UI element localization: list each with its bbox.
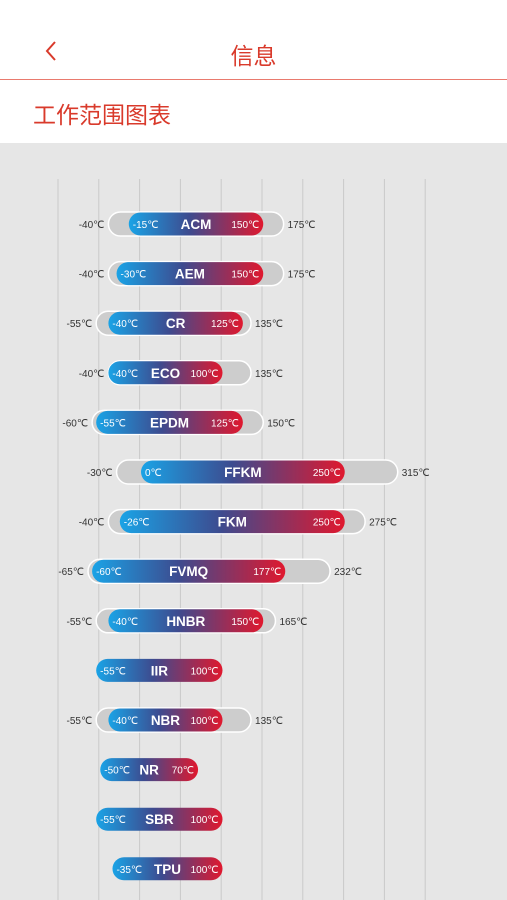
inner-range-bar xyxy=(108,311,243,335)
inner-max-label: 100℃ xyxy=(191,716,219,727)
inner-range-bar xyxy=(112,857,223,881)
inner-min-label: -40℃ xyxy=(112,617,138,628)
inner-range-bar xyxy=(141,460,345,484)
material-name-label: ECO xyxy=(151,366,180,381)
outer-max-label: 232℃ xyxy=(334,567,362,578)
inner-min-label: 0℃ xyxy=(145,468,162,479)
inner-range-bar xyxy=(119,510,345,534)
outer-min-label: -60℃ xyxy=(62,418,88,429)
inner-range-bar xyxy=(96,410,243,434)
inner-max-label: 250℃ xyxy=(313,468,341,479)
inner-range-bar xyxy=(108,609,264,633)
outer-max-label: 175℃ xyxy=(288,270,316,281)
outer-max-label: 315℃ xyxy=(402,468,430,479)
outer-min-label: -40℃ xyxy=(79,270,105,281)
inner-max-label: 150℃ xyxy=(231,270,259,281)
outer-max-label: 135℃ xyxy=(255,716,283,727)
inner-range-bar xyxy=(108,708,223,732)
material-name-label: CR xyxy=(166,316,186,331)
inner-min-label: -55℃ xyxy=(100,666,126,677)
inner-min-label: -55℃ xyxy=(100,418,126,429)
inner-max-label: 70℃ xyxy=(172,766,194,777)
outer-max-label: 135℃ xyxy=(255,369,283,380)
inner-min-label: -35℃ xyxy=(116,865,142,876)
outer-min-label: -55℃ xyxy=(66,716,92,727)
section-title: 工作范围图表 xyxy=(33,103,171,129)
inner-range-bar xyxy=(92,559,286,583)
working-range-chart: -40℃ 175℃ -15℃ 150℃ ACM -40℃ 175℃ -30℃ 150℃ AEM -5… xyxy=(0,143,507,900)
inner-min-label: -40℃ xyxy=(112,716,138,727)
outer-max-label: 165℃ xyxy=(279,617,307,628)
inner-range-bar xyxy=(108,361,223,385)
material-name-label: AEM xyxy=(175,267,205,282)
inner-min-label: -40℃ xyxy=(112,369,138,380)
inner-max-label: 125℃ xyxy=(211,319,239,330)
chart-svg: -40℃ 175℃ -15℃ 150℃ ACM -40℃ 175℃ -30℃ 150℃ AEM -5… xyxy=(57,179,430,900)
outer-min-label: -55℃ xyxy=(66,319,92,330)
inner-min-label: -50℃ xyxy=(104,766,130,777)
material-name-label: FKM xyxy=(218,515,247,530)
outer-min-label: -55℃ xyxy=(66,617,92,628)
inner-max-label: 100℃ xyxy=(191,815,219,826)
material-name-label: NR xyxy=(139,763,159,778)
outer-max-label: 275℃ xyxy=(369,518,397,529)
material-name-label: EPDM xyxy=(150,415,189,430)
inner-min-label: -55℃ xyxy=(100,815,126,826)
inner-min-label: -26℃ xyxy=(124,518,150,529)
inner-range-bar xyxy=(100,758,199,782)
outer-max-label: 175℃ xyxy=(288,220,316,231)
inner-min-label: -15℃ xyxy=(133,220,159,231)
material-name-label: HNBR xyxy=(166,614,205,629)
inner-range-bar xyxy=(96,658,223,682)
inner-max-label: 177℃ xyxy=(253,567,281,578)
material-name-label: ACM xyxy=(181,217,212,232)
outer-min-label: -40℃ xyxy=(79,518,105,529)
material-name-label: FFKM xyxy=(224,465,262,480)
inner-min-label: -40℃ xyxy=(112,319,138,330)
chevron-left-icon xyxy=(45,41,56,61)
outer-max-label: 150℃ xyxy=(267,418,295,429)
material-name-label: NBR xyxy=(151,713,180,728)
material-name-label: SBR xyxy=(145,812,174,827)
inner-range-bar xyxy=(96,807,223,831)
inner-max-label: 150℃ xyxy=(231,617,259,628)
inner-max-label: 150℃ xyxy=(231,220,259,231)
outer-max-label: 135℃ xyxy=(255,319,283,330)
inner-min-label: -60℃ xyxy=(96,567,122,578)
outer-min-label: -40℃ xyxy=(79,220,105,231)
inner-min-label: -30℃ xyxy=(121,270,147,281)
material-name-label: TPU xyxy=(154,862,181,877)
outer-min-label: -30℃ xyxy=(87,468,113,479)
inner-max-label: 100℃ xyxy=(191,666,219,677)
back-button[interactable] xyxy=(38,34,68,70)
inner-max-label: 100℃ xyxy=(191,865,219,876)
outer-min-label: -40℃ xyxy=(79,369,105,380)
material-name-label: FVMQ xyxy=(169,564,208,579)
inner-range-bar xyxy=(128,212,264,236)
material-name-label: IIR xyxy=(151,663,169,678)
page-title: 信息 xyxy=(230,44,277,70)
inner-range-bar xyxy=(116,262,264,286)
top-navigation-bar: 信息 xyxy=(0,0,507,80)
outer-min-label: -65℃ xyxy=(58,567,84,578)
inner-max-label: 125℃ xyxy=(211,418,239,429)
inner-max-label: 250℃ xyxy=(313,518,341,529)
inner-max-label: 100℃ xyxy=(191,369,219,380)
